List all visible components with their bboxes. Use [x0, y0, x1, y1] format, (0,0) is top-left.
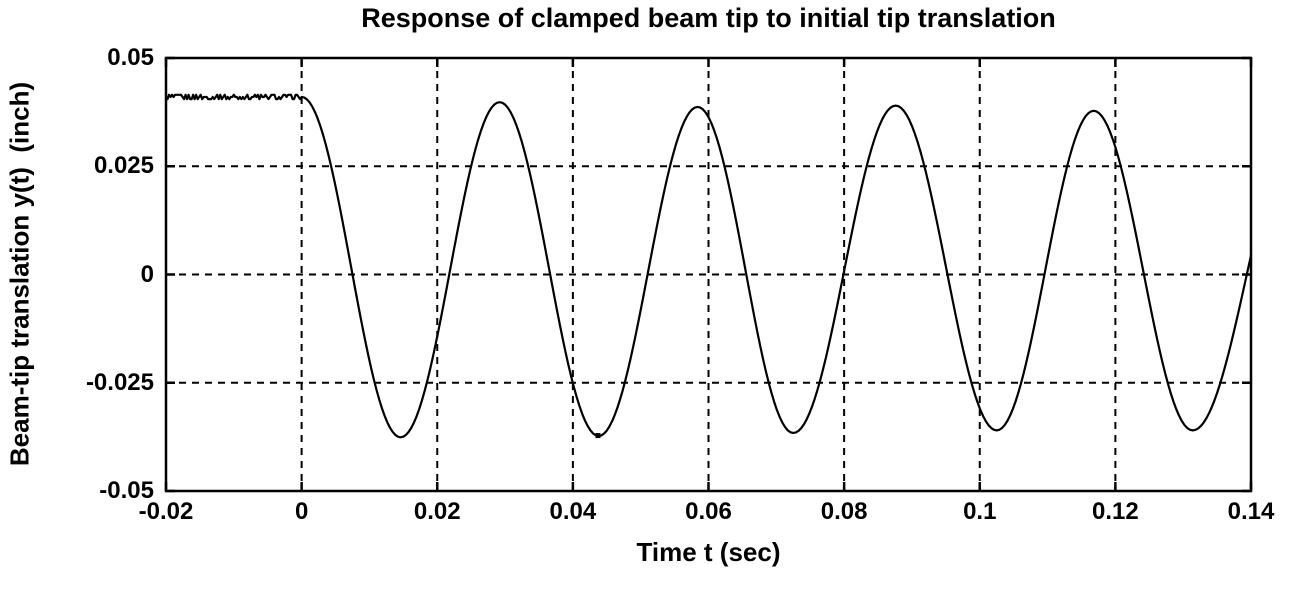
response-curve	[164, 93, 1253, 439]
y-tick-label: -0.025	[85, 368, 154, 396]
x-tick-label: 0.1	[963, 498, 997, 525]
x-tick-label: 0.06	[685, 498, 732, 525]
x-axis-label: Time t (sec)	[636, 537, 781, 567]
y-tick-label: -0.05	[99, 477, 154, 504]
x-tick-label: 0.04	[549, 498, 597, 525]
y-tick-label: 0.05	[107, 44, 154, 71]
y-tick-label: 0	[140, 260, 154, 288]
x-tick-label: 0.02	[413, 498, 461, 525]
chart-title: Response of clamped beam tip to initial …	[361, 3, 1056, 33]
x-tick-label: 0	[294, 498, 309, 525]
x-tick-label: 0.14	[1227, 498, 1275, 525]
glitch-dot	[595, 433, 601, 439]
y-tick-label: 0.025	[93, 152, 154, 180]
x-tick-label: -0.02	[138, 498, 194, 525]
plot-frame	[164, 56, 1253, 493]
x-tick-label: 0.08	[820, 498, 868, 525]
x-tick-label: 0.12	[1092, 498, 1139, 525]
